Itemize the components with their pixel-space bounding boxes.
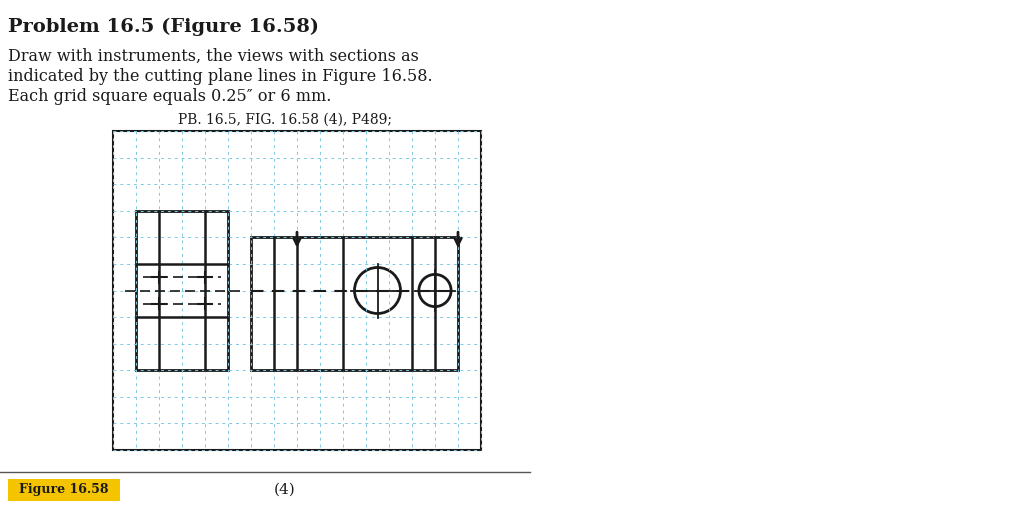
Bar [136, 211, 228, 370]
Text: PB. 16.5, FIG. 16.58 (4), P489;: PB. 16.5, FIG. 16.58 (4), P489; [178, 113, 392, 127]
Bar [113, 131, 481, 450]
Bar [8, 479, 120, 501]
Text: Problem 16.5 (Figure 16.58): Problem 16.5 (Figure 16.58) [8, 18, 319, 36]
Text: Draw with instruments, the views with sections as: Draw with instruments, the views with se… [8, 48, 419, 65]
Text: Each grid square equals 0.25″ or 6 mm.: Each grid square equals 0.25″ or 6 mm. [8, 88, 332, 105]
Text: (4): (4) [274, 483, 296, 497]
Bar [251, 237, 458, 370]
Text: indicated by the cutting plane lines in Figure 16.58.: indicated by the cutting plane lines in … [8, 68, 432, 85]
Text: Figure 16.58: Figure 16.58 [19, 484, 109, 496]
